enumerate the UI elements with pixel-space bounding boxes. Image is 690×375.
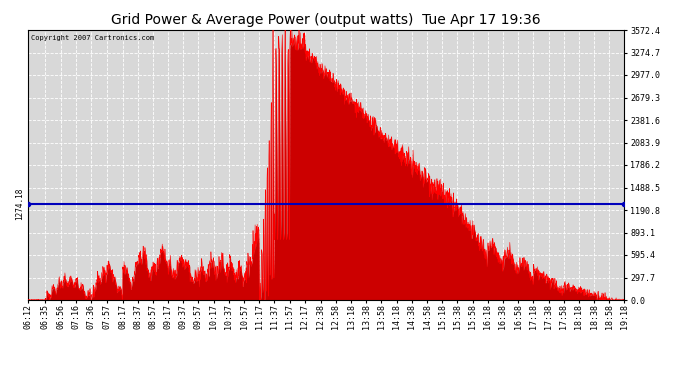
- Title: Grid Power & Average Power (output watts)  Tue Apr 17 19:36: Grid Power & Average Power (output watts…: [111, 13, 541, 27]
- Text: 1274.18: 1274.18: [16, 188, 25, 220]
- Text: Copyright 2007 Cartronics.com: Copyright 2007 Cartronics.com: [30, 35, 154, 41]
